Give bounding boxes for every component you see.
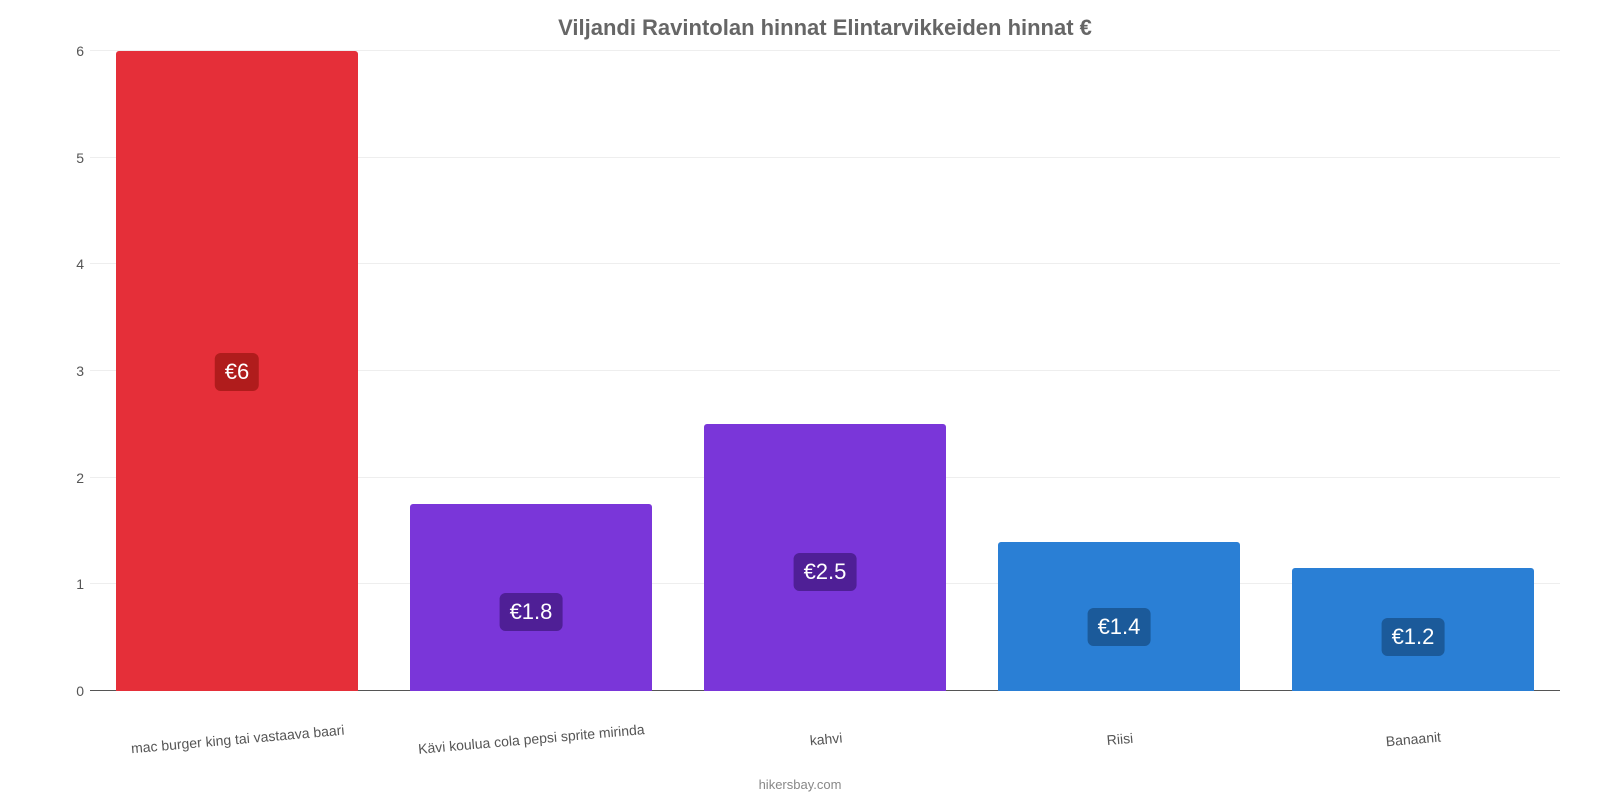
bar: €1.8	[410, 504, 651, 691]
bar-chart-container: Viljandi Ravintolan hinnat Elintarvikkei…	[0, 0, 1600, 800]
x-axis-label: kahvi	[809, 730, 843, 749]
x-axis-label: Riisi	[1106, 730, 1134, 748]
bar-slot: €1.4	[972, 51, 1266, 691]
y-tick-label: 5	[76, 150, 84, 166]
x-axis-label: Kävi koulua cola pepsi sprite mirinda	[418, 721, 646, 757]
bar-value-badge: €1.4	[1088, 608, 1151, 646]
x-axis-label: Banaanit	[1385, 729, 1441, 750]
bar: €1.2	[1292, 568, 1533, 691]
chart-title: Viljandi Ravintolan hinnat Elintarvikkei…	[90, 15, 1560, 41]
y-tick-label: 2	[76, 470, 84, 486]
bar-value-badge: €6	[215, 353, 259, 391]
bar-slot: €1.8	[384, 51, 678, 691]
y-tick-label: 0	[76, 683, 84, 699]
y-tick-label: 3	[76, 363, 84, 379]
bars-group: €6 €1.8 €2.5 €1.4 €1.2	[90, 51, 1560, 691]
bar: €6	[116, 51, 357, 691]
bar: €1.4	[998, 542, 1239, 691]
y-axis: 0123456	[50, 51, 90, 691]
y-tick-label: 1	[76, 576, 84, 592]
plot-area: 0123456 €6€1.8€2.5€1.4€1.2 mac burger ki…	[90, 51, 1560, 691]
bar-value-badge: €1.2	[1382, 618, 1445, 656]
footer-credit: hikersbay.com	[0, 777, 1600, 792]
bar-slot: €2.5	[678, 51, 972, 691]
y-tick-label: 4	[76, 256, 84, 272]
bar-value-badge: €1.8	[500, 593, 563, 631]
bar-value-badge: €2.5	[794, 553, 857, 591]
bar: €2.5	[704, 424, 945, 691]
bar-slot: €6	[90, 51, 384, 691]
y-tick-label: 6	[76, 43, 84, 59]
bar-slot: €1.2	[1266, 51, 1560, 691]
x-axis-label: mac burger king tai vastaava baari	[130, 722, 345, 757]
